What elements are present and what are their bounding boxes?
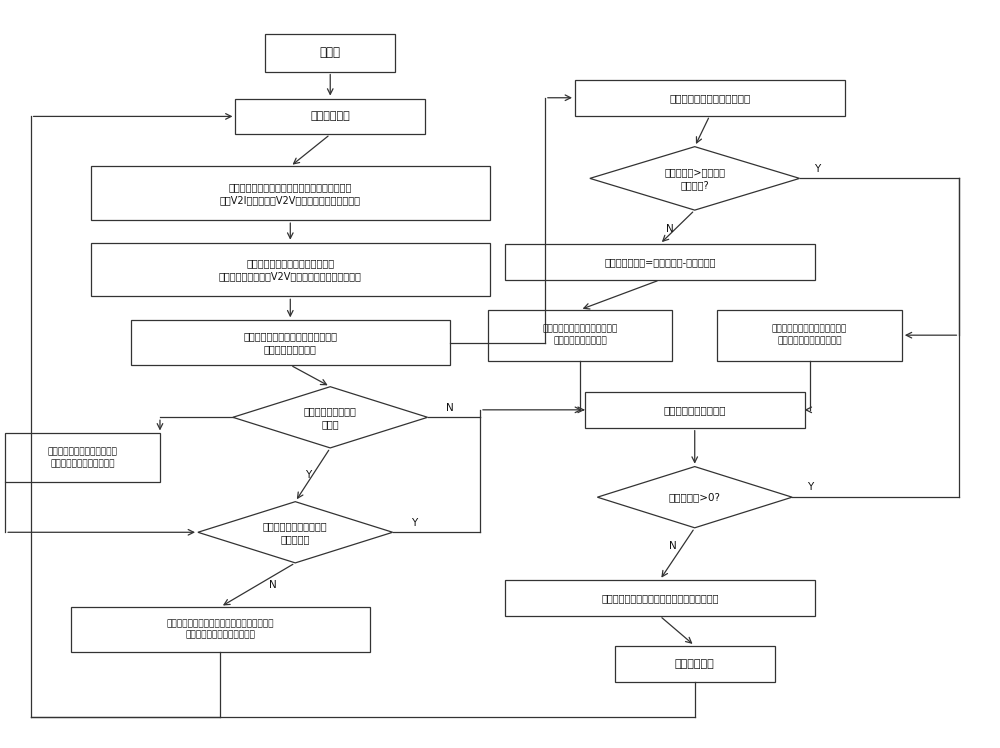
FancyBboxPatch shape: [505, 244, 815, 280]
Text: Y: Y: [807, 482, 813, 492]
Text: 计算各个通信链路的调度权重因子
并将满足干扰间隔的V2V通信链路合并为通信链路组: 计算各个通信链路的调度权重因子 并将满足干扰间隔的V2V通信链路合并为通信链路组: [219, 258, 362, 281]
Text: 调度当前通信链路（组）栈内调度因子最大的
通信链路（组）进行数据发送: 调度当前通信链路（组）栈内调度因子最大的 通信链路（组）进行数据发送: [167, 619, 274, 640]
Text: Y: Y: [814, 164, 821, 174]
Text: 初始化: 初始化: [320, 46, 341, 59]
Text: 路边中心单元收集各个通信链路的信道状态信息
以及V2I链路车辆和V2V链路中心车辆的位置信息: 路边中心单元收集各个通信链路的信道状态信息 以及V2I链路车辆和V2V链路中心车…: [220, 182, 361, 205]
Text: 分配所需的符号给对应的通信链
路（组）进行数据传输: 分配所需的符号给对应的通信链 路（组）进行数据传输: [542, 325, 618, 346]
Text: 对各个通信链路（组）的调度权重因
子从高到低进行排序: 对各个通信链路（组）的调度权重因 子从高到低进行排序: [243, 331, 337, 355]
Polygon shape: [198, 502, 393, 563]
FancyBboxPatch shape: [91, 242, 490, 296]
Text: 更新可用符号数=可用符号数-所需符号数: 更新可用符号数=可用符号数-所需符号数: [604, 257, 716, 267]
Text: 所需符号数>当前帧可
用符号数?: 所需符号数>当前帧可 用符号数?: [664, 167, 725, 190]
FancyBboxPatch shape: [235, 99, 425, 135]
FancyBboxPatch shape: [585, 392, 805, 428]
Text: 计算待发送数据所需的符号数: 计算待发送数据所需的符号数: [669, 93, 750, 102]
Text: N: N: [269, 580, 277, 590]
Text: Y: Y: [411, 518, 418, 527]
Text: 本帧调度完成: 本帧调度完成: [675, 659, 715, 669]
FancyBboxPatch shape: [575, 80, 845, 116]
Text: N: N: [669, 542, 677, 551]
FancyBboxPatch shape: [615, 646, 775, 681]
Polygon shape: [233, 387, 428, 448]
Polygon shape: [590, 147, 800, 210]
FancyBboxPatch shape: [505, 580, 815, 616]
FancyBboxPatch shape: [5, 433, 160, 482]
Text: N: N: [666, 224, 674, 234]
FancyBboxPatch shape: [131, 320, 450, 365]
Text: 待发送数据缓存区清零: 待发送数据缓存区清零: [663, 405, 726, 415]
Text: 被调度通信链路（组）将待发
送数据放进发送数据缓存区: 被调度通信链路（组）将待发 送数据放进发送数据缓存区: [48, 447, 118, 468]
Text: 分配当前帧可用符号给对应的通
信链路（组）进行数据传输: 分配当前帧可用符号给对应的通 信链路（组）进行数据传输: [772, 325, 847, 346]
Text: Y: Y: [305, 470, 311, 479]
Text: 等待调度通信链路（组）
栈是否为空: 等待调度通信链路（组） 栈是否为空: [263, 521, 328, 544]
Text: 待发送数据缓存区是
否为空: 待发送数据缓存区是 否为空: [304, 405, 357, 429]
Polygon shape: [597, 467, 792, 528]
FancyBboxPatch shape: [717, 310, 902, 361]
FancyBboxPatch shape: [71, 607, 370, 652]
Text: 等待直至帧尾: 等待直至帧尾: [310, 111, 350, 121]
FancyBboxPatch shape: [265, 34, 395, 72]
Text: N: N: [446, 402, 453, 413]
FancyBboxPatch shape: [488, 310, 672, 361]
Text: 可用符号数>0?: 可用符号数>0?: [669, 492, 721, 502]
Text: 将时隙调度结果广播给各个通信链路中的车辆: 将时隙调度结果广播给各个通信链路中的车辆: [601, 593, 719, 603]
FancyBboxPatch shape: [91, 167, 490, 220]
